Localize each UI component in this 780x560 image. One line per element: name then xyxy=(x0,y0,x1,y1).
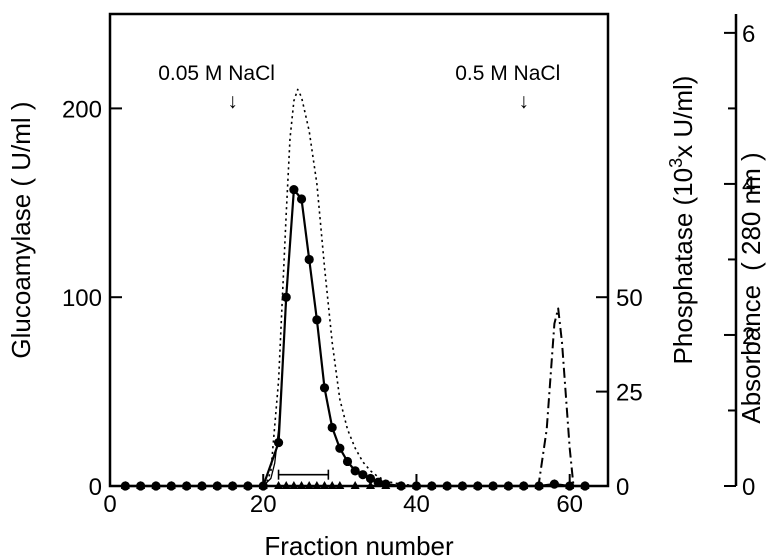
phosphatase-point xyxy=(488,481,498,489)
glucoamylase-point xyxy=(335,443,345,453)
y2-axis-title: Phosphatase (103x U/ml) xyxy=(666,76,698,365)
y2-axis-title-main: Phosphatase (10 xyxy=(668,168,698,365)
glucoamylase-point xyxy=(327,422,337,433)
y3-axis-title-unit: ( 280 nm ) xyxy=(736,152,766,271)
phosphatase-point xyxy=(427,481,437,489)
series-line-solid-thin xyxy=(262,300,287,487)
series-line-dotted xyxy=(262,88,601,487)
glucoamylase-point xyxy=(273,437,284,448)
phosphatase-point xyxy=(312,481,322,489)
phosphatase-point xyxy=(182,481,192,489)
phosphatase-point xyxy=(289,481,299,489)
salt-annotation-arrow: ↓ xyxy=(227,90,238,113)
y2-axis-title-tail: x U/ml) xyxy=(668,76,698,158)
y-axis-ticks: 0 100 200 xyxy=(62,96,122,501)
glucoamylase-point xyxy=(281,292,291,302)
y-tick-label: 200 xyxy=(62,96,102,123)
phosphatase-point xyxy=(519,481,529,489)
glucoamylase-point xyxy=(358,470,368,480)
series-layer xyxy=(125,88,601,488)
salt-annotation-label: 0.5 M NaCl xyxy=(455,62,560,85)
phosphatase-point xyxy=(473,481,483,489)
phosphatase-point xyxy=(136,481,146,489)
glucoamylase-point xyxy=(304,254,314,265)
phosphatase-point xyxy=(228,481,238,489)
salt-annotation-arrow: ↓ xyxy=(518,90,529,113)
phosphatase-point xyxy=(151,481,161,489)
phosphatase-point xyxy=(258,481,268,489)
phosphatase-point xyxy=(350,481,360,489)
y3-axis-title-main: Absorbance xyxy=(736,285,766,424)
y3-tick-label: 0 xyxy=(742,474,755,501)
glucoamylase-point xyxy=(289,184,299,195)
phosphatase-point xyxy=(120,481,130,489)
glucoamylase-point xyxy=(312,315,322,325)
x-tick-label: 60 xyxy=(556,491,583,518)
x-tick-label: 20 xyxy=(250,491,277,518)
salt-annotations: 0.05 M NaCl ↓ 0.5 M NaCl ↓ xyxy=(158,62,560,113)
y3-tick-label: 2 xyxy=(742,323,755,350)
phosphatase-point xyxy=(327,481,337,489)
salt-annotation-label: 0.05 M NaCl xyxy=(158,62,275,85)
phosphatase-point xyxy=(565,481,575,489)
phosphatase-point xyxy=(197,481,207,489)
phosphatase-point xyxy=(281,481,291,489)
phosphatase-point xyxy=(396,481,406,489)
glucoamylase-point xyxy=(319,383,330,393)
phosphatase-point xyxy=(503,481,513,489)
glucoamylase-point xyxy=(373,477,383,487)
glucoamylase-point xyxy=(350,466,360,476)
series-line-dash-dot xyxy=(534,307,575,487)
phosphatase-point xyxy=(212,481,222,489)
phosphatase-point xyxy=(304,481,314,489)
y3-axis-ticks: 0 2 4 6 xyxy=(724,21,755,501)
x-tick-label: 0 xyxy=(103,491,116,518)
y2-tick-label: 0 xyxy=(616,474,629,501)
y2-axis-title-sup: 3 xyxy=(666,158,686,168)
phosphatase-point xyxy=(320,481,330,489)
x-axis-ticks: 0 20 40 60 xyxy=(103,474,583,518)
y2-tick-label: 50 xyxy=(616,285,643,312)
y-tick-label: 0 xyxy=(89,474,102,501)
phosphatase-point xyxy=(365,481,375,489)
phosphatase-point xyxy=(580,481,590,489)
y-tick-label: 100 xyxy=(62,285,102,312)
phosphatase-point xyxy=(297,481,307,489)
y3-axis-title: Absorbance ( 280 nm ) xyxy=(736,152,766,423)
glucoamylase-point xyxy=(342,456,353,467)
phosphatase-point xyxy=(335,481,345,489)
phosphatase-point xyxy=(166,481,176,489)
series-line-solid-dots xyxy=(125,188,585,488)
markers-layer xyxy=(120,184,590,491)
y3-tick-label: 6 xyxy=(742,21,755,48)
y2-axis-ticks: 0 25 50 xyxy=(596,285,643,501)
x-axis-title: Fraction number xyxy=(264,531,454,560)
y3-tick-label: 4 xyxy=(742,172,755,199)
phosphatase-point xyxy=(381,481,391,489)
y-axis-title: Glucoamylase ( U/ml ) xyxy=(6,101,36,358)
glucoamylase-point xyxy=(365,473,376,484)
phosphatase-point xyxy=(549,479,559,488)
y2-tick-label: 25 xyxy=(616,380,643,407)
phosphatase-point xyxy=(534,481,544,489)
phosphatase-point xyxy=(411,481,421,489)
x-tick-label: 40 xyxy=(403,491,430,518)
phosphatase-point xyxy=(274,481,284,489)
glucoamylase-point xyxy=(296,194,307,204)
phosphatase-point xyxy=(442,481,452,489)
phosphatase-point xyxy=(243,481,253,489)
phosphatase-point xyxy=(457,481,467,489)
